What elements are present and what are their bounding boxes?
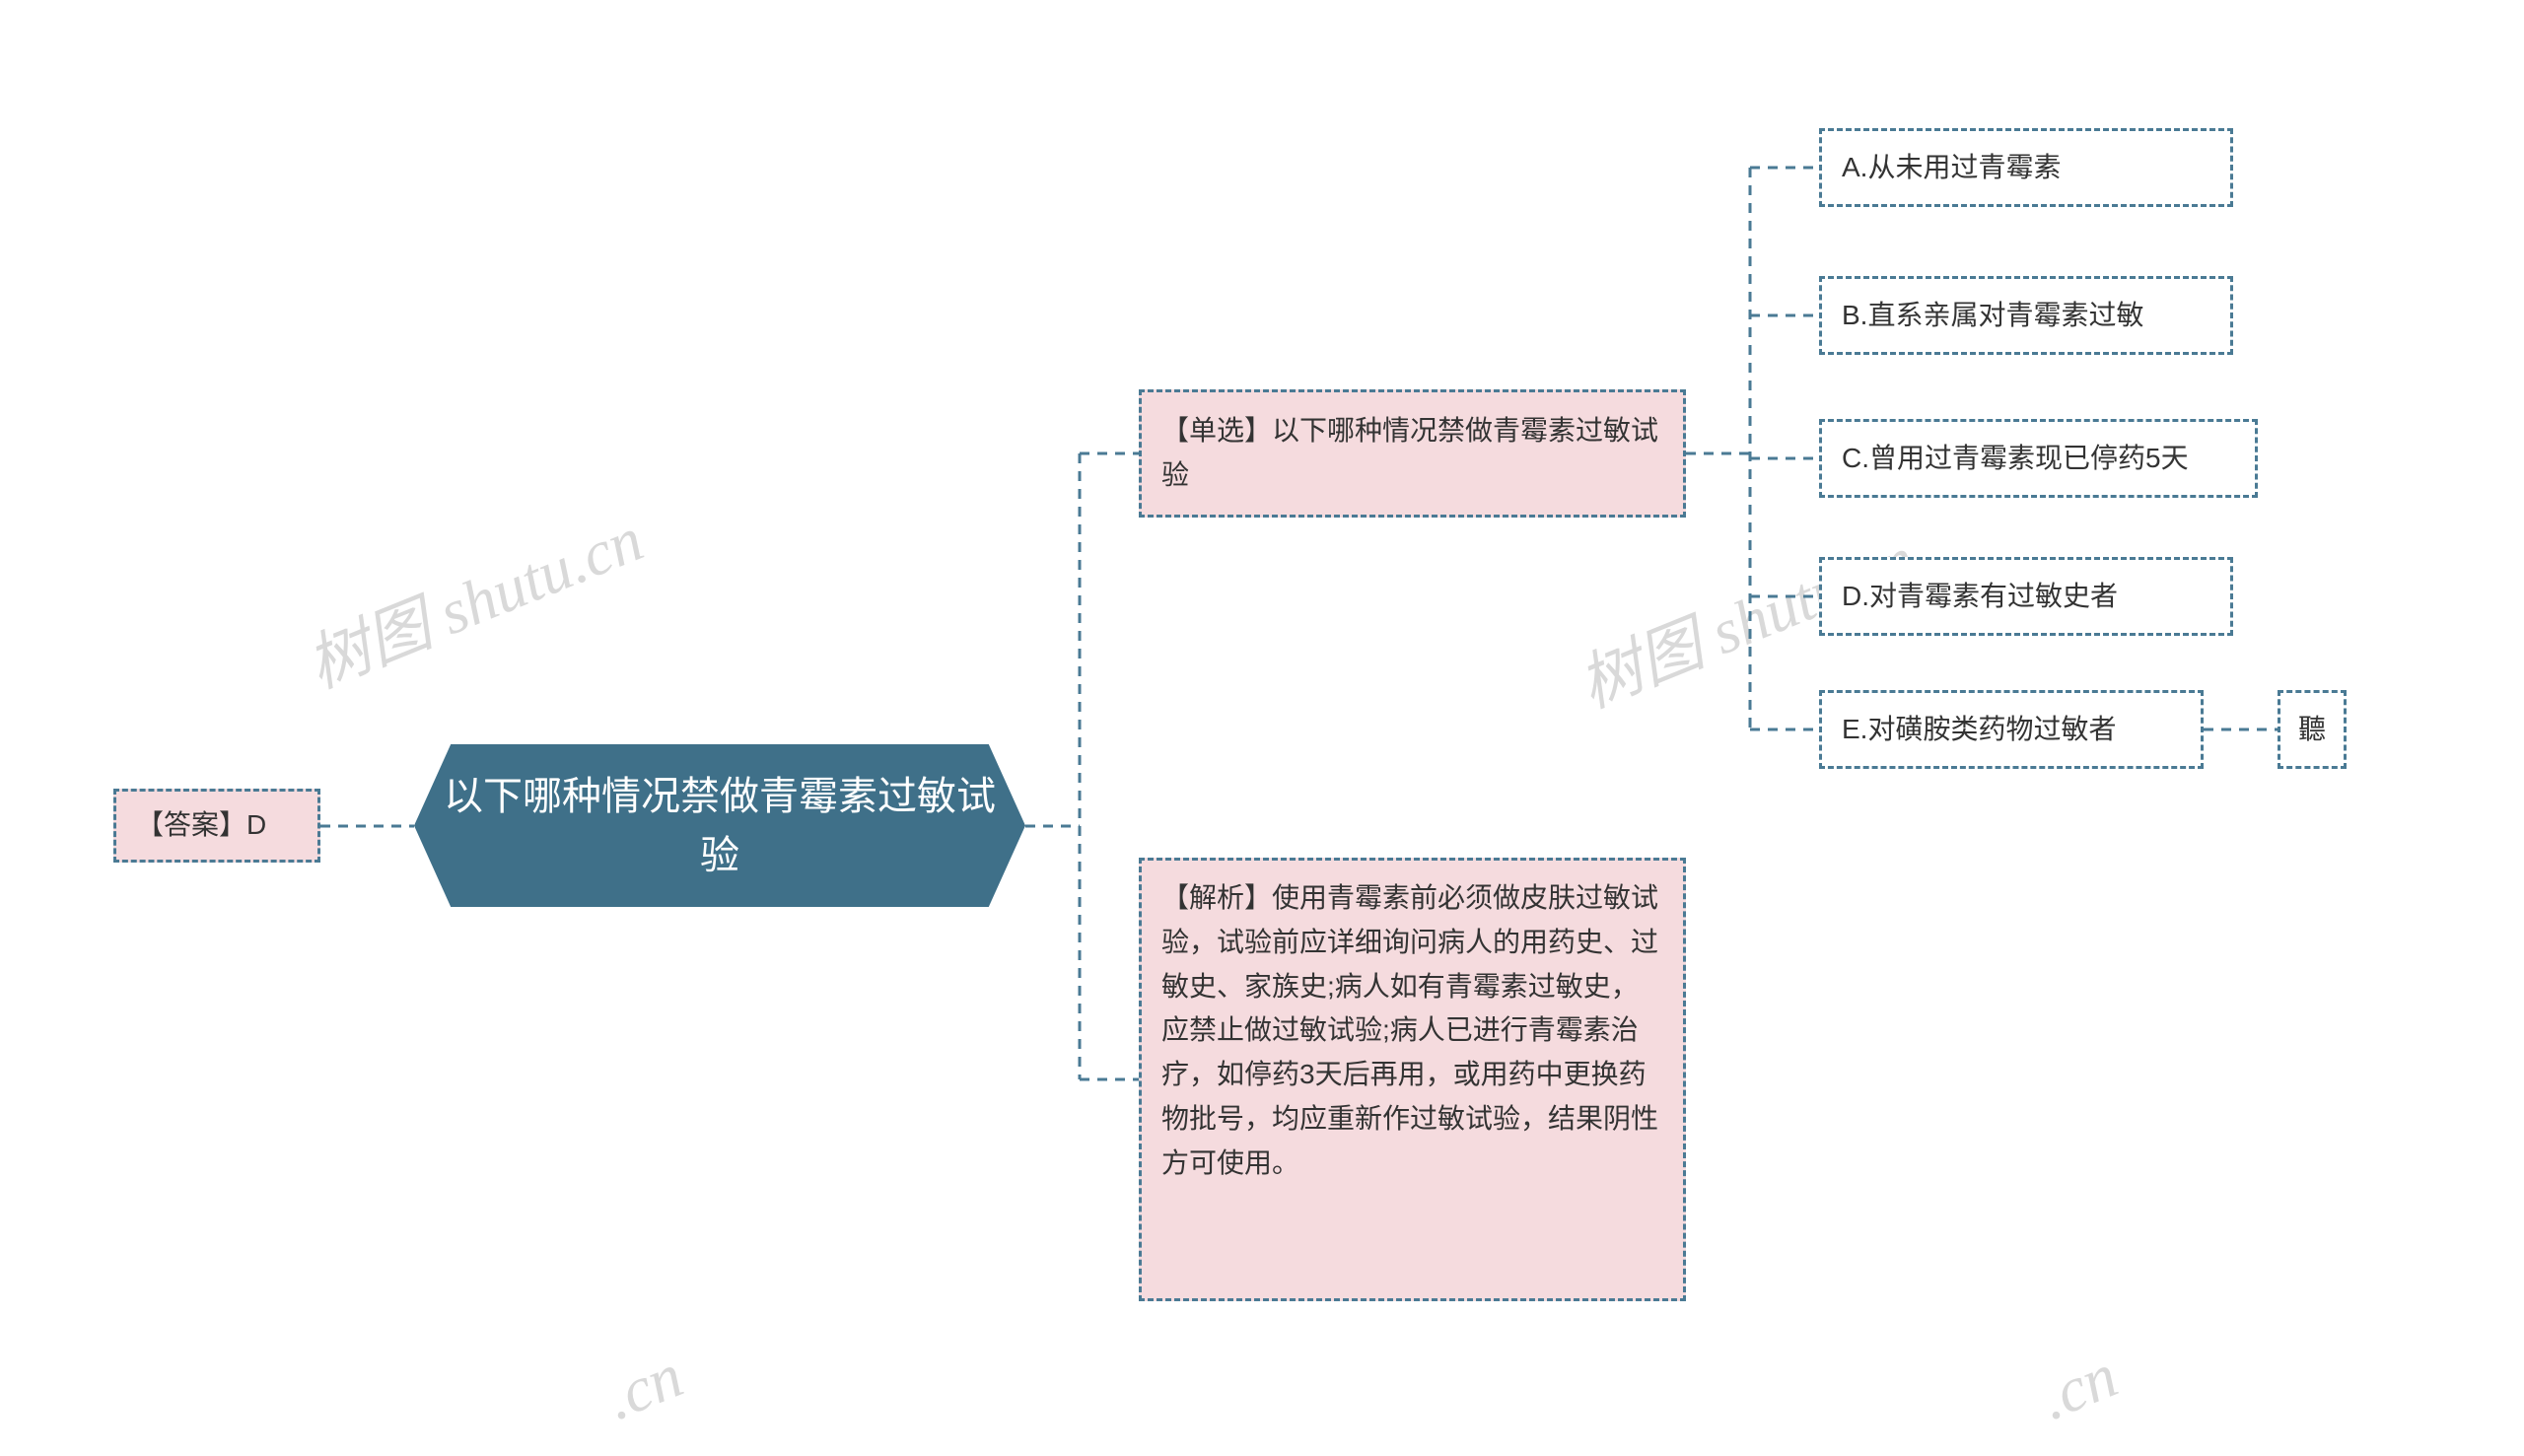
explanation-text: 【解析】使用青霉素前必须做皮肤过敏试验，试验前应详细询问病人的用药史、过敏史、家… [1161,876,1663,1186]
extra-text: 聽 [2298,708,2326,752]
option-a-text: A.从未用过青霉素 [1842,146,2061,190]
watermark: .cn [2030,1339,2128,1434]
question-node[interactable]: 【单选】以下哪种情况禁做青霉素过敏试验 [1139,389,1686,518]
option-b-text: B.直系亲属对青霉素过敏 [1842,294,2143,338]
option-a-node[interactable]: A.从未用过青霉素 [1819,128,2233,207]
root-text: 以下哪种情况禁做青霉素过敏试验 [434,767,1006,885]
watermark: .cn [596,1339,693,1434]
option-d-text: D.对青霉素有过敏史者 [1842,575,2118,619]
explanation-node: 【解析】使用青霉素前必须做皮肤过敏试验，试验前应详细询问病人的用药史、过敏史、家… [1139,858,1686,1301]
watermark: 树图 shutu.cn [292,489,654,706]
extra-node: 聽 [2278,690,2347,769]
question-text: 【单选】以下哪种情况禁做青霉素过敏试验 [1161,409,1663,498]
root-node[interactable]: 以下哪种情况禁做青霉素过敏试验 [414,744,1025,907]
option-e-text: E.对磺胺类药物过敏者 [1842,708,2116,752]
option-d-node[interactable]: D.对青霉素有过敏史者 [1819,557,2233,636]
option-b-node[interactable]: B.直系亲属对青霉素过敏 [1819,276,2233,355]
option-c-node[interactable]: C.曾用过青霉素现已停药5天 [1819,419,2258,498]
answer-text: 【答案】D [136,803,266,848]
option-c-text: C.曾用过青霉素现已停药5天 [1842,437,2189,481]
option-e-node[interactable]: E.对磺胺类药物过敏者 [1819,690,2204,769]
answer-node: 【答案】D [113,789,320,863]
